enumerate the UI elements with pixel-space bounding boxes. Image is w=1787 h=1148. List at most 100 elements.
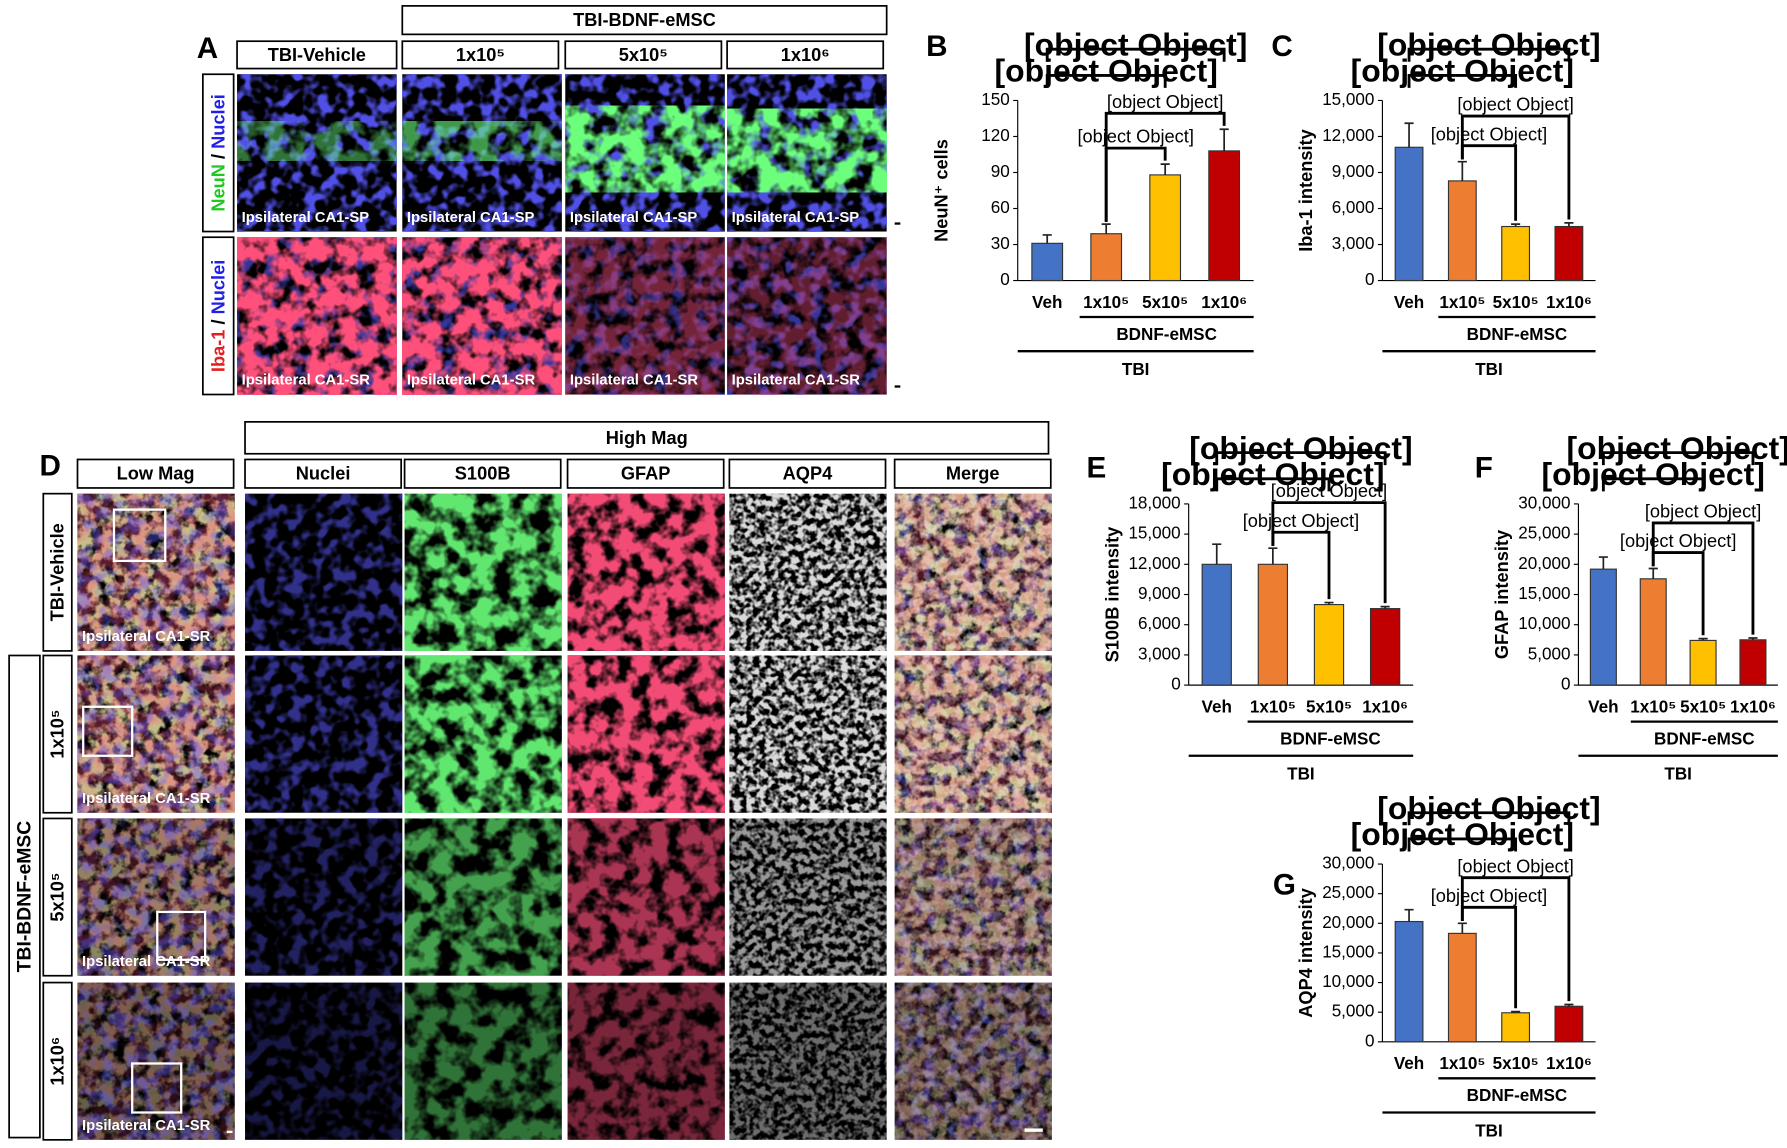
y-axis-label: Iba-1 intensity <box>1295 128 1316 251</box>
significance-bracket <box>1045 47 1226 62</box>
micrograph-signal <box>237 237 397 395</box>
row-label-part: / <box>207 314 228 329</box>
header-box <box>76 458 235 489</box>
micrograph-signal <box>894 818 1052 976</box>
x-tick-label: 1x10⁶ <box>1546 293 1592 312</box>
significance-label: [object Object] <box>995 53 1218 89</box>
micrograph-signal <box>729 493 887 651</box>
x-tick-label: 1x10⁵ <box>1083 293 1129 312</box>
header-box <box>401 40 560 70</box>
x-tick-label: 1x10⁶ <box>1201 293 1247 312</box>
significance-label: [object Object] <box>1161 456 1384 492</box>
micrograph-signal <box>404 818 562 976</box>
bar <box>1394 146 1424 282</box>
error-bar <box>1219 128 1229 151</box>
inset-box <box>131 1062 183 1114</box>
group-label: TBI <box>1475 1121 1503 1140</box>
error-bar <box>1160 163 1170 175</box>
header-box <box>726 40 885 70</box>
significance-label: [object Object] <box>1351 53 1574 89</box>
micrograph-signal <box>727 237 887 395</box>
scale-bar <box>1024 1128 1043 1132</box>
y-tick-label: 6,000 <box>1138 614 1181 633</box>
significance-label: [object Object] <box>1351 816 1574 852</box>
x-tick-label: 1x10⁵ <box>1439 1054 1485 1073</box>
micrograph-signal <box>567 818 725 976</box>
header-text: S100B <box>455 463 511 484</box>
significance-label: [object Object] <box>1457 94 1573 115</box>
image-caption: Ipsilateral CA1-SR <box>407 373 536 389</box>
error-bar <box>1648 567 1658 579</box>
row-label-part: NeuN <box>207 164 228 212</box>
row-label-box <box>42 817 73 977</box>
header-text: Low Mag <box>117 463 195 484</box>
panel-letter: F <box>1475 452 1493 485</box>
y-tick-label: 10,000 <box>1518 614 1570 633</box>
bar <box>1689 639 1717 686</box>
error-bar <box>1564 1003 1574 1007</box>
micrograph-signal <box>894 982 1052 1140</box>
significance-bracket <box>1271 501 1387 604</box>
group-label: TBI <box>1122 360 1150 379</box>
image-caption: Ipsilateral CA1-SR <box>732 373 861 389</box>
x-tick-label: 1x10⁵ <box>1439 293 1485 312</box>
image-caption: Ipsilateral CA1-SR <box>82 791 211 807</box>
row-label: Iba-1 / Nuclei <box>207 260 228 372</box>
significance-bracket <box>1215 477 1331 492</box>
bar <box>1554 225 1584 282</box>
y-tick-label: 15,000 <box>1518 584 1570 603</box>
y-axis-label: AQP4 intensity <box>1295 887 1316 1017</box>
bar <box>1208 150 1241 282</box>
header-box <box>244 420 1050 455</box>
x-tick-label: 1x10⁶ <box>1730 697 1776 716</box>
significance-bracket <box>1407 811 1571 826</box>
bar <box>1031 242 1064 282</box>
error-bar <box>1511 223 1521 227</box>
image-caption: Ipsilateral CA1-SR <box>242 373 371 389</box>
micrograph-signal <box>729 655 887 813</box>
y-tick-label: 15,000 <box>1322 90 1374 109</box>
significance-label: [object Object] <box>1077 126 1193 147</box>
bar <box>1639 578 1667 686</box>
y-tick-label: 30,000 <box>1322 854 1374 873</box>
row-label-part: Nuclei <box>207 94 228 149</box>
x-tick-label: Veh <box>1588 697 1618 716</box>
y-tick-label: 90 <box>991 162 1010 181</box>
header-box <box>403 458 562 489</box>
row-label: NeuN / Nuclei <box>207 94 228 211</box>
row-label-part: Iba-1 <box>207 330 228 373</box>
x-tick-label: 5x10⁵ <box>1680 697 1726 716</box>
panel-letter: E <box>1086 452 1106 485</box>
x-tick-label: Veh <box>1032 293 1062 312</box>
x-tick-label: Veh <box>1394 1054 1424 1073</box>
y-tick-label: 0 <box>1171 675 1181 694</box>
significance-bracket <box>1104 111 1226 222</box>
bar <box>1394 920 1424 1043</box>
y-tick-label: 12,000 <box>1128 554 1180 573</box>
error-bar <box>1268 547 1278 565</box>
significance-label: [object Object] <box>1243 510 1359 531</box>
y-tick-label: 20,000 <box>1322 913 1374 932</box>
y-tick-label: 12,000 <box>1322 126 1374 145</box>
y-tick-label: 25,000 <box>1518 524 1570 543</box>
error-bar <box>1404 908 1414 922</box>
micrograph-signal <box>245 982 403 1140</box>
inset-box <box>82 705 134 757</box>
significance-bracket <box>1215 451 1387 466</box>
significance-bracket <box>1651 521 1755 635</box>
error-bar <box>1042 234 1052 244</box>
y-tick-label: 6,000 <box>1332 198 1375 217</box>
x-tick-label: 1x10⁶ <box>1362 697 1408 716</box>
y-tick-label: 30 <box>991 234 1010 253</box>
header-text: 1x10⁶ <box>781 44 830 65</box>
group-label: TBI <box>1664 765 1692 784</box>
group-label: BDNF-eMSC <box>1116 325 1217 344</box>
micrograph-signal <box>404 982 562 1140</box>
bar <box>1090 233 1123 282</box>
significance-bracket <box>1460 114 1571 220</box>
error-bar <box>1212 543 1222 565</box>
micrograph-signal <box>567 982 725 1140</box>
bar <box>1369 608 1401 686</box>
error-bar <box>1457 160 1467 181</box>
